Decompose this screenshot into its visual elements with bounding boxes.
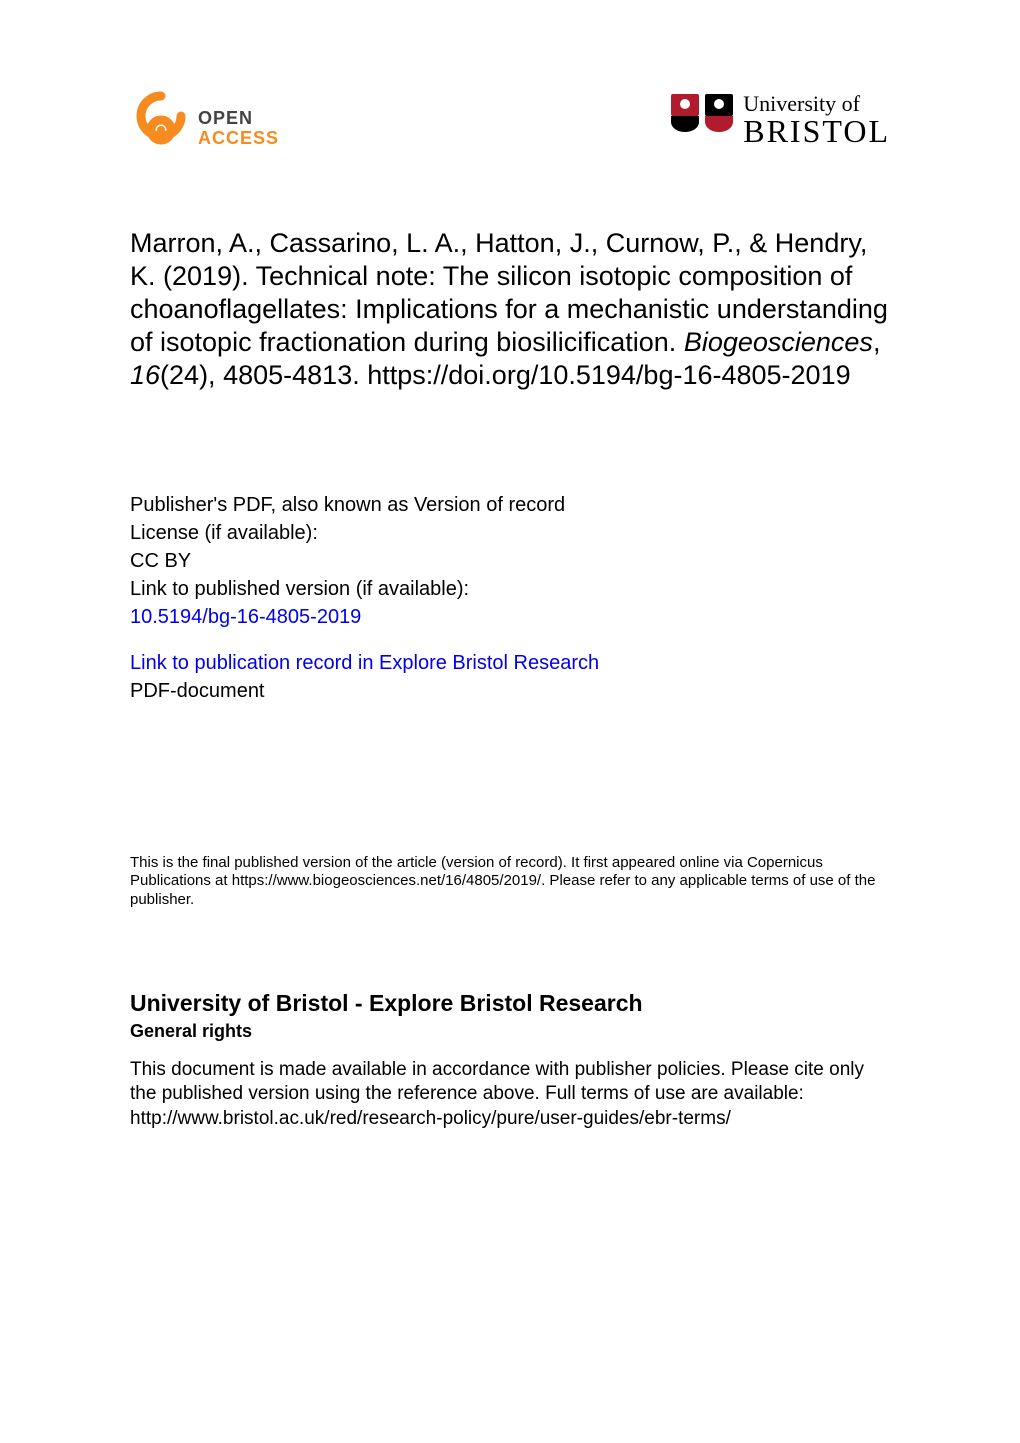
footer-heading: University of Bristol - Explore Bristol … (130, 990, 890, 1017)
published-link-label: Link to published version (if available)… (130, 576, 890, 602)
citation-journal: Biogeosciences (684, 327, 873, 357)
footer-body: This document is made available in accor… (130, 1058, 890, 1131)
document-page: OPEN ACCESS University of BRISTOL (0, 0, 1020, 1443)
publication-record-link[interactable]: Link to publication record in Explore Br… (130, 652, 599, 674)
citation-issue: (24), (160, 360, 216, 390)
doi-link[interactable]: https://doi.org/10.5194/bg-16-4805-2019 (367, 360, 850, 390)
footer-subheading: General rights (130, 1021, 890, 1042)
header-row: OPEN ACCESS University of BRISTOL (130, 90, 890, 167)
license-label: License (if available): (130, 520, 890, 546)
version-of-record: Publisher's PDF, also known as Version o… (130, 492, 890, 518)
open-access-word1: OPEN (198, 109, 279, 129)
citation-sep: , (873, 327, 881, 357)
published-link[interactable]: 10.5194/bg-16-4805-2019 (130, 606, 361, 628)
university-text: University of BRISTOL (743, 92, 890, 149)
publisher-note-text: This is the final published version of t… (130, 854, 875, 909)
metadata-block: Publisher's PDF, also known as Version o… (130, 492, 890, 704)
open-access-word2: ACCESS (198, 129, 279, 149)
citation-pages: 4805-4813. (223, 360, 360, 390)
university-logo: University of BRISTOL (669, 90, 890, 151)
pdf-document-label: PDF-document (130, 678, 890, 704)
open-access-label: OPEN ACCESS (198, 109, 279, 149)
publisher-note: This is the final published version of t… (130, 854, 890, 910)
license-value: CC BY (130, 548, 890, 574)
citation-year: (2019). (163, 261, 249, 291)
university-line2: BRISTOL (743, 115, 890, 149)
footer-block: University of Bristol - Explore Bristol … (130, 990, 890, 1131)
open-access-badge: OPEN ACCESS (130, 90, 279, 167)
university-line1: University of (743, 92, 890, 115)
citation-block: Marron, A., Cassarino, L. A., Hatton, J.… (130, 227, 890, 392)
citation-volume: 16 (130, 360, 160, 390)
university-crest-icon (669, 90, 735, 151)
open-access-icon (130, 90, 192, 167)
